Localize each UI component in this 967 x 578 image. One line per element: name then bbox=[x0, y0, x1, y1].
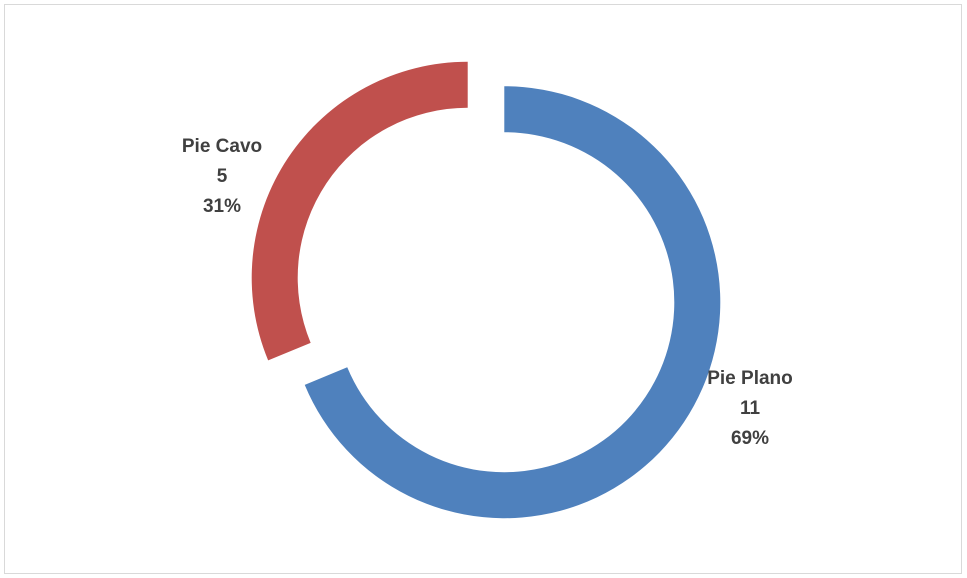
data-label-pie-plano: Pie Plano 11 69% bbox=[707, 364, 793, 454]
data-label-pie-plano-value: 11 bbox=[739, 398, 761, 419]
slice-pie-cavo[interactable] bbox=[251, 61, 468, 361]
data-label-pie-cavo: Pie Cavo 5 31% bbox=[182, 132, 262, 222]
data-label-pie-cavo-name: Pie Cavo bbox=[181, 136, 263, 157]
data-label-pie-cavo-percent: 31% bbox=[202, 196, 242, 217]
slice-pie-plano[interactable] bbox=[304, 86, 721, 519]
data-label-pie-cavo-value: 5 bbox=[216, 166, 228, 187]
data-label-pie-plano-percent: 69% bbox=[730, 428, 770, 449]
data-label-pie-plano-name: Pie Plano bbox=[707, 368, 793, 389]
